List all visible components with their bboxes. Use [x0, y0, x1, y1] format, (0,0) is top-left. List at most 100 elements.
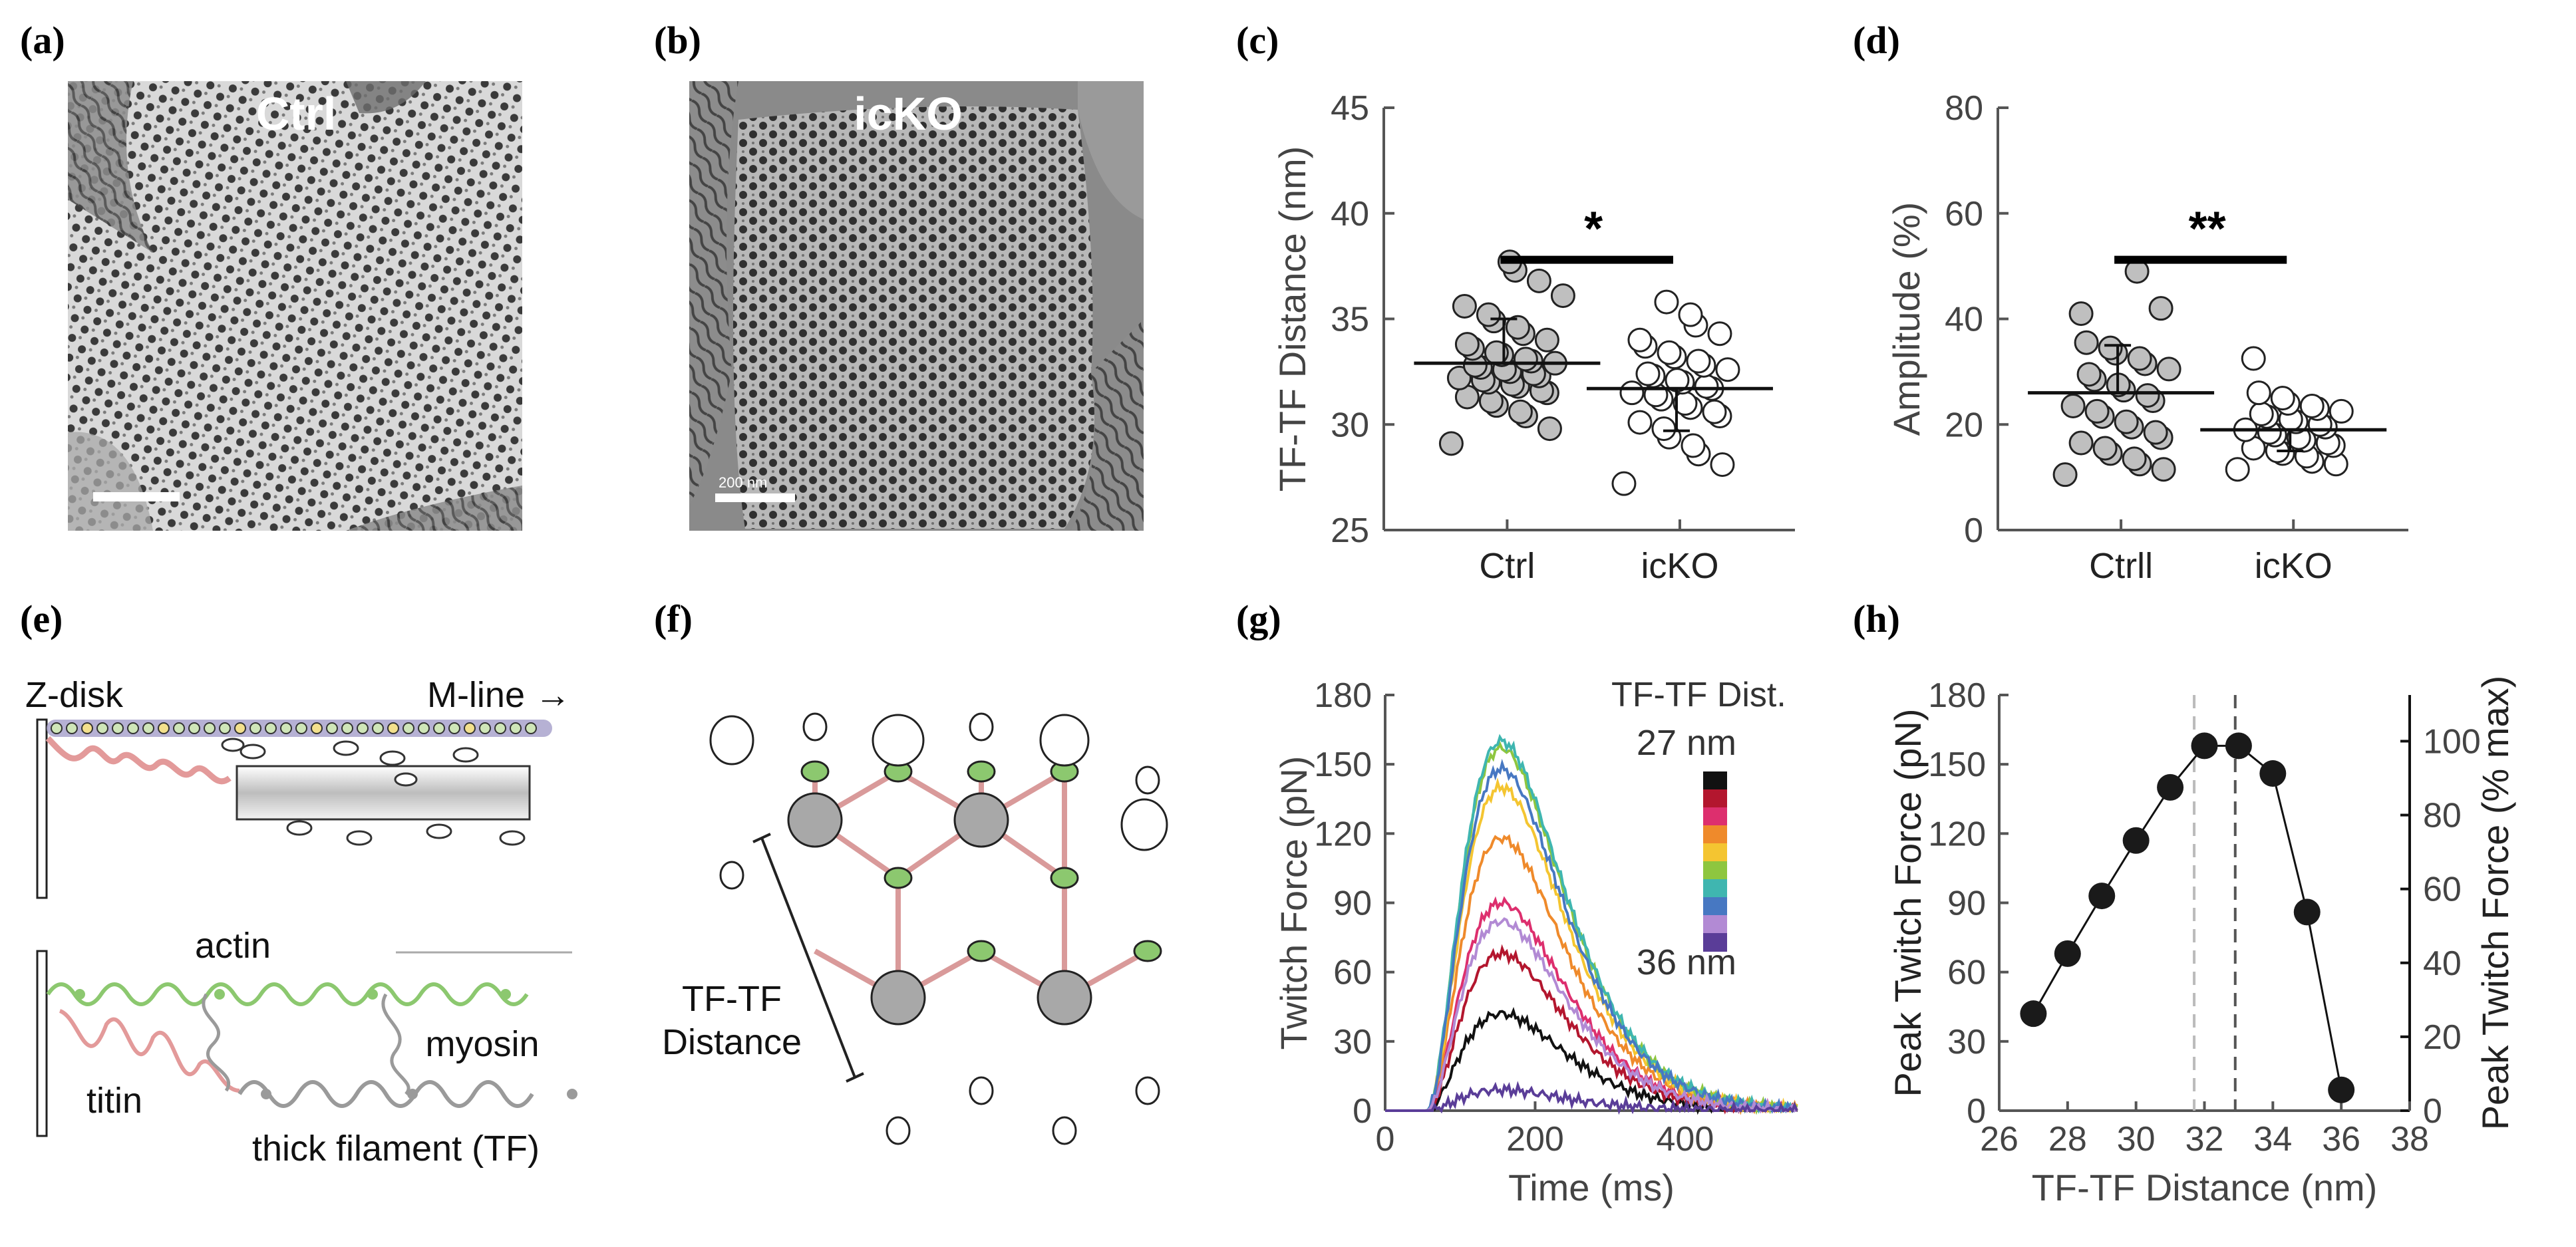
titin-coil: [45, 736, 232, 785]
data-point: [2299, 393, 2325, 418]
data-point: [2088, 883, 2116, 910]
scale-bar-label: 200 nm: [719, 474, 767, 491]
x-tick-label: Ctrll: [2089, 546, 2153, 586]
data-point: [1508, 399, 1533, 424]
colorbar-swatch: [1703, 807, 1727, 826]
actin-bead: [280, 722, 292, 734]
y-tick-label: 40: [1945, 301, 1983, 339]
data-point: [2156, 356, 2181, 382]
distance-marker: [752, 833, 864, 1083]
colorbar-swatch: [1703, 861, 1727, 880]
thick-filament-label: thick filament (TF): [252, 1129, 540, 1169]
colorbar-swatch: [1703, 771, 1727, 790]
x-tick-label: 30: [2117, 1120, 2156, 1159]
data-point: [1537, 416, 1562, 442]
y-tick-label: 180: [1928, 676, 1986, 715]
y-tick-label: 120: [1314, 815, 1372, 853]
panel-label-d: (d): [1853, 19, 1900, 62]
data-point: [1635, 361, 1661, 386]
y2-tick-label: 40: [2423, 944, 2462, 983]
data-point: [2052, 462, 2078, 487]
scale-bar: [93, 492, 180, 501]
data-point: [1651, 416, 1677, 442]
data-point: [1715, 357, 1740, 382]
colorbar-swatch: [1703, 789, 1727, 808]
actin-bead: [234, 722, 246, 734]
y-tick-label: 25: [1331, 511, 1369, 550]
actin-bead: [219, 722, 231, 734]
legend-title: TF-TF Dist.: [1611, 676, 1786, 714]
actin-bead: [372, 722, 384, 734]
data-point: [2270, 386, 2295, 411]
y-tick-label: 35: [1331, 301, 1369, 339]
data-point: [2098, 335, 2123, 360]
colorbar-swatch: [1703, 825, 1727, 844]
x-tick-label: 0: [1376, 1120, 1395, 1159]
data-point: [1678, 302, 1703, 327]
actin-bead: [66, 722, 78, 734]
actin-bead: [142, 722, 154, 734]
y-tick-label: 60: [1333, 954, 1372, 992]
y-tick-label: 40: [1331, 195, 1369, 233]
distance-label-2: Distance: [662, 1022, 802, 1062]
chart-g: 0 30 60 90 120 150 180 0 200 400 Twitch Force (pN)…: [1273, 676, 1798, 1208]
y-axis-label: Twitch Force (pN): [1273, 756, 1315, 1050]
m-line-label: M-line →: [427, 675, 571, 715]
myosin-label: myosin: [425, 1024, 539, 1064]
data-point: [2135, 383, 2160, 408]
data-point: [2020, 1000, 2047, 1028]
data-point: [1681, 433, 1706, 458]
data-point: [1619, 380, 1645, 406]
myosin-linker-1: [202, 993, 231, 1092]
y-tick-label: 90: [1333, 885, 1372, 923]
significance-marker: *: [1584, 203, 1603, 256]
data-point: [2060, 393, 2086, 418]
significance-marker: **: [2189, 203, 2226, 256]
actin-node: [214, 989, 225, 1000]
empty-sites: [709, 712, 1168, 1145]
y-tick-label: 30: [1947, 1023, 1986, 1061]
chart-h: 0 30 60 90 120 150 180 0 20 40 60 80 100 26 28 30 32 34 36…: [1887, 676, 2516, 1208]
y-tick-label: 30: [1331, 406, 1369, 444]
y2-tick-label: 60: [2423, 871, 2462, 909]
data-point: [2122, 827, 2150, 854]
thick-filament: [236, 765, 531, 821]
data-point: [2293, 899, 2321, 926]
x-axis-label: TF-TF Distance (nm): [2032, 1167, 2378, 1208]
y-tick-label: 150: [1314, 746, 1372, 784]
y2-tick-label: 20: [2423, 1018, 2462, 1057]
data-point: [2191, 732, 2218, 760]
y-tick-label: 120: [1928, 815, 1986, 853]
y-tick-label: 80: [1945, 89, 1983, 128]
data-point: [1476, 302, 1501, 327]
actin-bead: [341, 722, 353, 734]
titin-label: titin: [86, 1081, 142, 1121]
x-tick-label: Ctrl: [1479, 546, 1535, 586]
data-point: [2068, 430, 2094, 456]
image-label-icko: icKO: [854, 88, 962, 140]
data-point: [1550, 283, 1575, 309]
data-point: [2143, 420, 2168, 445]
y-tick-label: 0: [1964, 511, 1983, 550]
data-point: [1686, 348, 1711, 374]
y2-tick-label: 100: [2423, 722, 2481, 761]
data-point: [1710, 452, 1735, 478]
data-point: [1657, 340, 1682, 365]
panel-label-b: (b): [654, 19, 701, 62]
chart-d: 0 20 40 60 80 Ctrll icKO Amplitude (%) **: [1885, 89, 2408, 586]
panel-label-c: (c): [1236, 19, 1279, 62]
data-point: [2241, 346, 2266, 371]
x-tick-label: 34: [2253, 1120, 2292, 1159]
y-axis-label: Amplitude (%): [1885, 202, 1927, 436]
x-tick-label: icKO: [2255, 546, 2333, 586]
actin-coil: [46, 982, 529, 1006]
data-point: [2328, 1076, 2355, 1103]
data-point: [2127, 346, 2152, 371]
x-tick-label: 32: [2185, 1120, 2224, 1159]
z-disk-bar: [36, 718, 48, 899]
actin-bead: [387, 722, 399, 734]
x-tick-label: icKO: [1641, 546, 1718, 586]
actin-bead: [326, 722, 338, 734]
actin-bead: [448, 722, 460, 734]
